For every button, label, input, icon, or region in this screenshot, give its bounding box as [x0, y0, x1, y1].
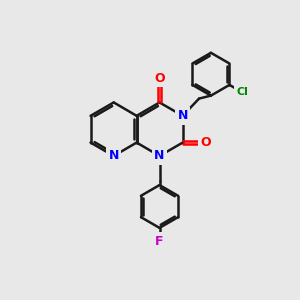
Text: N: N — [178, 109, 188, 122]
Text: N: N — [109, 149, 119, 162]
Text: O: O — [154, 72, 165, 85]
Text: N: N — [154, 149, 165, 162]
Text: O: O — [201, 136, 211, 149]
Text: F: F — [155, 235, 164, 248]
Text: Cl: Cl — [236, 87, 248, 97]
